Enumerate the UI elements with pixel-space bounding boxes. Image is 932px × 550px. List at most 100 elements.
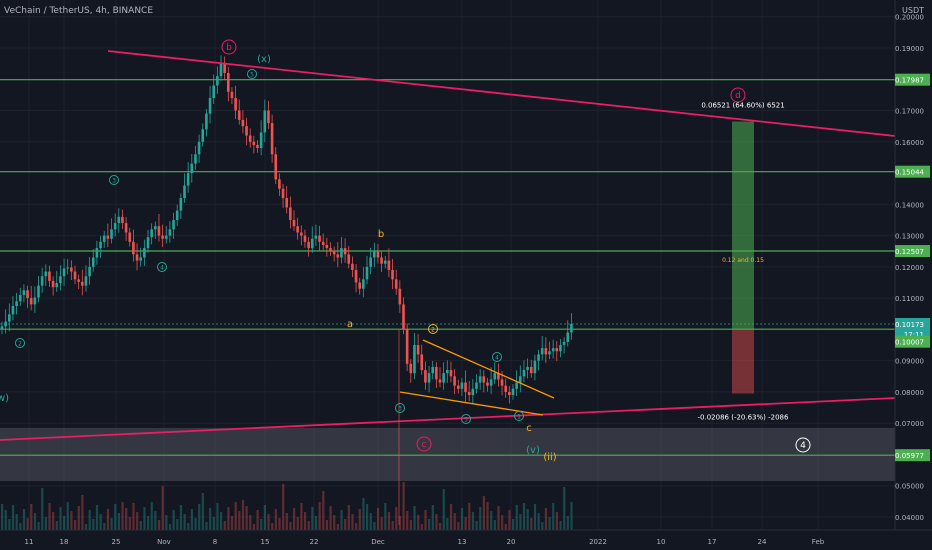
candle — [325, 237, 329, 257]
volume-bar — [81, 495, 84, 530]
candle — [143, 239, 146, 266]
wave-label-circle — [395, 403, 405, 413]
candle — [274, 147, 278, 185]
candle — [81, 269, 84, 296]
candle — [248, 128, 252, 148]
candle — [29, 285, 33, 311]
volume-bar — [30, 504, 33, 530]
candle — [555, 340, 559, 361]
x-tick-label: Nov — [157, 538, 171, 546]
candle — [289, 196, 292, 229]
lower-trendline — [0, 397, 896, 441]
candle — [223, 56, 226, 81]
volume-bar — [63, 516, 66, 530]
volume-bar — [278, 518, 281, 530]
volume-bar — [424, 510, 427, 530]
volume-bar — [260, 519, 263, 530]
candle — [18, 287, 22, 306]
candle — [278, 173, 281, 196]
wave-label-circle — [416, 436, 432, 452]
support-zone — [0, 427, 895, 482]
volume-bar — [234, 502, 237, 530]
candle — [59, 265, 62, 291]
candle — [424, 361, 427, 390]
volume-bar — [179, 505, 183, 530]
volume-bar — [201, 493, 204, 530]
volume-bar — [128, 517, 131, 530]
y-tick-label: 0.08000 — [895, 389, 924, 397]
candle — [237, 99, 241, 125]
volume-bar — [369, 513, 372, 530]
volume-bar — [519, 514, 522, 530]
candle — [197, 134, 201, 163]
candle — [15, 292, 18, 315]
candle — [405, 323, 409, 371]
candle — [478, 369, 482, 390]
volume-bar — [187, 523, 190, 530]
volume-bar — [501, 515, 504, 530]
wave-label: d — [735, 91, 741, 101]
candle — [205, 108, 208, 137]
volume-bar — [44, 517, 47, 530]
currency-label: USDT — [902, 6, 924, 15]
volume-bar — [336, 524, 339, 530]
volume-bar — [117, 513, 120, 530]
candle — [139, 247, 142, 267]
candle — [55, 270, 59, 292]
volume-bar — [150, 502, 153, 530]
volume-bar — [307, 521, 310, 530]
volume-bar — [95, 505, 99, 530]
volume-bar — [486, 502, 489, 530]
candle — [281, 184, 285, 208]
volume-bar — [212, 517, 215, 530]
volume-bar — [183, 514, 186, 530]
volume-bar — [428, 519, 431, 530]
y-tick-label: 0.09000 — [895, 358, 924, 366]
candle — [340, 237, 343, 264]
candle — [508, 385, 511, 404]
y-tick-label: 0.05000 — [895, 483, 924, 491]
volume-bar — [300, 503, 303, 530]
volume-bar — [125, 508, 128, 530]
candle — [318, 225, 321, 252]
volume-bar — [139, 521, 142, 530]
candle — [190, 153, 194, 183]
volume-bar — [464, 517, 467, 530]
volume-bar — [384, 503, 387, 530]
candle — [146, 229, 150, 253]
volume-bar — [541, 522, 544, 530]
volume-bar — [176, 519, 179, 530]
volume-bar — [267, 514, 270, 530]
candle — [566, 320, 570, 347]
volume-bar — [420, 524, 423, 530]
volume-bar — [490, 511, 493, 530]
candle — [172, 212, 175, 240]
volume-bar — [559, 521, 562, 530]
volume-bar — [238, 511, 241, 530]
candle — [285, 185, 288, 214]
candle — [427, 365, 431, 393]
volume-bar — [33, 513, 37, 530]
candle — [303, 229, 307, 248]
volume-bar — [282, 484, 285, 530]
volume-bar — [59, 507, 62, 530]
volume-bar — [376, 508, 380, 530]
volume-bar — [493, 520, 496, 530]
volume-bar — [161, 486, 164, 530]
wedge-upper-line — [422, 339, 555, 399]
volume-bar — [157, 520, 161, 530]
wave-label: 3 — [398, 406, 402, 413]
candle — [559, 339, 562, 358]
candle — [387, 248, 391, 278]
x-tick-label: 15 — [261, 538, 270, 546]
volume-bar — [172, 510, 175, 530]
candle — [26, 285, 29, 308]
candle — [398, 280, 402, 313]
candle — [486, 377, 489, 392]
volume-bar — [205, 522, 208, 530]
wave-label-circle — [109, 175, 119, 185]
candle — [88, 257, 91, 285]
wave-label-circle — [461, 414, 471, 424]
volume-bar — [366, 504, 369, 530]
